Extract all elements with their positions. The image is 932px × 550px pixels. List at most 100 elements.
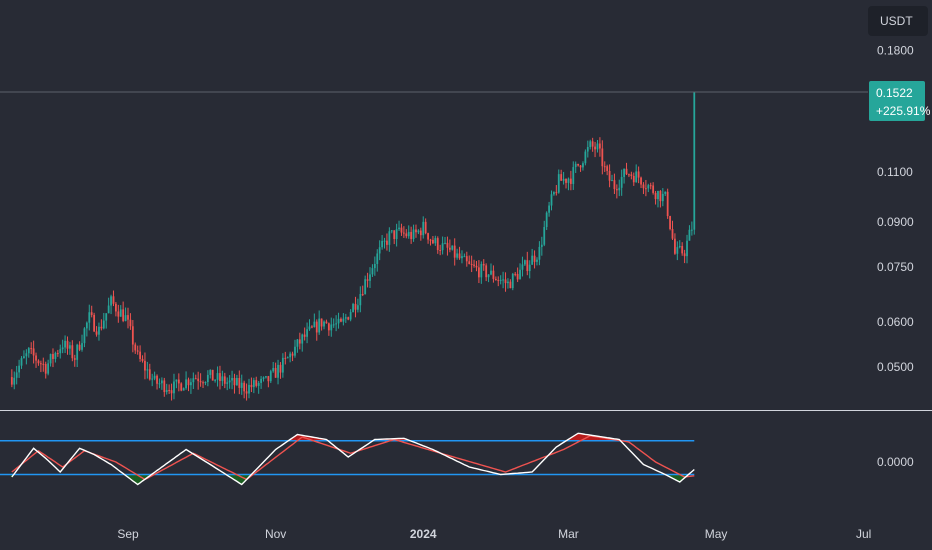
candle: [127, 307, 129, 329]
candle: [269, 369, 272, 384]
overbought-fill: [598, 436, 602, 441]
oversold-fill: [245, 474, 248, 480]
candle: [27, 347, 30, 358]
candle: [521, 256, 524, 277]
candle: [652, 182, 655, 195]
candle: [657, 190, 659, 208]
candle: [122, 301, 125, 323]
overbought-fill: [400, 438, 403, 441]
y-tick-label: 0.0600: [877, 315, 914, 329]
currency-button[interactable]: [868, 6, 928, 36]
overbought-fill: [322, 439, 326, 441]
candle: [330, 317, 333, 337]
candle: [647, 183, 650, 193]
candle: [78, 341, 81, 352]
overbought-fill: [593, 435, 597, 441]
candle: [366, 272, 369, 288]
candle: [528, 260, 531, 279]
candle: [555, 185, 558, 196]
candle: [490, 263, 492, 276]
candle: [577, 163, 580, 167]
candle: [625, 162, 628, 176]
candle: [211, 369, 214, 381]
candle: [163, 377, 166, 397]
candle: [257, 380, 260, 394]
candle: [473, 259, 475, 268]
candle: [671, 220, 674, 241]
price-tag-value: 0.1522: [876, 86, 913, 100]
candle: [436, 236, 439, 254]
candle: [683, 249, 686, 264]
candle: [347, 316, 350, 321]
candle: [393, 230, 396, 245]
overbought-fill: [296, 434, 299, 441]
candle: [608, 164, 611, 188]
candle: [395, 223, 398, 247]
candle: [603, 161, 606, 172]
candle: [90, 305, 93, 318]
candle: [511, 272, 514, 291]
candle: [434, 235, 437, 246]
candle: [439, 244, 442, 256]
candle: [611, 174, 613, 182]
overbought-fill: [601, 436, 604, 441]
candle: [289, 351, 292, 363]
candle: [146, 361, 149, 379]
candle: [601, 140, 604, 175]
candle: [644, 179, 647, 197]
candle: [124, 307, 127, 322]
oversold-fill: [146, 474, 149, 478]
oversold-fill: [238, 474, 241, 483]
candle: [504, 272, 507, 292]
overbought-fill: [383, 439, 386, 441]
candle: [361, 285, 364, 297]
candle: [550, 190, 553, 211]
candle: [478, 260, 480, 284]
candle: [579, 165, 582, 172]
candle: [417, 229, 420, 235]
candle: [219, 365, 221, 390]
signal-line: [11, 435, 695, 481]
candle: [226, 377, 229, 391]
candle: [39, 360, 42, 373]
candle: [308, 319, 311, 331]
candle: [37, 359, 40, 366]
candle: [71, 340, 74, 362]
candle: [296, 338, 299, 353]
candle: [572, 161, 575, 190]
candle: [117, 304, 120, 323]
x-tick-label: May: [705, 527, 728, 541]
oversold-fill: [678, 474, 682, 482]
candle: [623, 168, 625, 184]
x-tick-label: Nov: [265, 527, 286, 541]
candle: [649, 182, 652, 190]
candle: [190, 378, 192, 394]
candle: [231, 370, 233, 390]
candle: [596, 139, 599, 153]
price-tag: [869, 81, 925, 121]
candle: [223, 372, 226, 389]
candle: [371, 264, 374, 277]
candle: [15, 365, 18, 385]
y-tick-label: 0.1100: [877, 165, 913, 179]
candle: [453, 238, 456, 266]
candle: [151, 373, 154, 387]
candle: [294, 339, 296, 358]
currency-label[interactable]: USDT: [880, 14, 913, 28]
overbought-fill: [293, 436, 297, 441]
candle: [327, 322, 330, 336]
candle: [352, 302, 354, 313]
candle: [260, 375, 262, 389]
candle: [66, 336, 69, 355]
candle: [615, 184, 618, 199]
oversold-fill: [247, 474, 251, 477]
candle: [599, 137, 601, 157]
overbought-fill: [589, 435, 592, 441]
candle: [281, 353, 284, 378]
time-axis[interactable]: Sep Nov 2024 Mar May Jul: [117, 527, 871, 541]
candle: [88, 304, 91, 331]
candle: [480, 261, 483, 284]
candle: [640, 176, 642, 189]
candle: [49, 353, 52, 367]
